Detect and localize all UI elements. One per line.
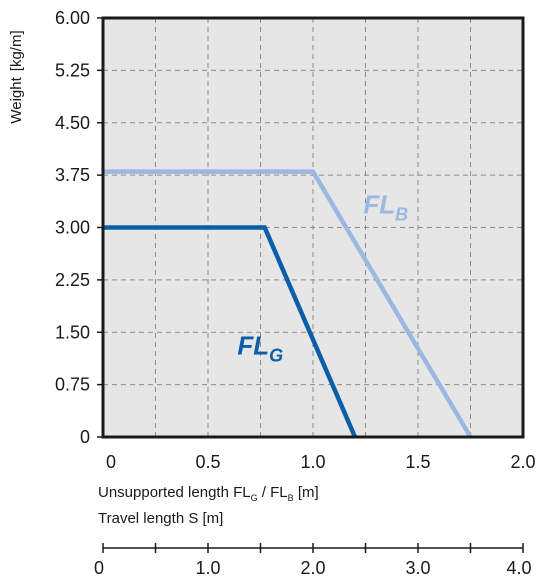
y-tick-label: 0 — [80, 427, 90, 447]
secondary-axis-label: 3.0 — [405, 558, 430, 578]
series-line-flb — [103, 169, 473, 439]
x-tick-label: 2.0 — [510, 452, 535, 472]
x-tick-label: 1.0 — [300, 452, 325, 472]
y-axis-label: Weight[kg/m] — [8, 30, 25, 123]
secondary-axis-label: 0 — [94, 558, 104, 578]
x-tick-label: 1.5 — [405, 452, 430, 472]
y-tick-label: 6.00 — [55, 8, 90, 28]
secondary-axis-label: 4.0 — [506, 558, 531, 578]
y-tick-label: 5.25 — [55, 60, 90, 80]
secondary-axis-label: 1.0 — [195, 558, 220, 578]
series-line-flg — [103, 225, 358, 438]
y-tick-label: 1.50 — [55, 322, 90, 342]
y-tick-label: 3.75 — [55, 165, 90, 185]
x-tick-label: 0 — [106, 452, 116, 472]
y-tick-label: 4.50 — [55, 113, 90, 133]
series-label-flg: FLG — [237, 331, 283, 366]
secondary-axis-label: 2.0 — [300, 558, 325, 578]
y-tick-label: 0.75 — [55, 375, 90, 395]
x-tick-label: 0.5 — [195, 452, 220, 472]
series-label-flb: FLB — [363, 190, 408, 225]
x-axis-label-unsupported-length: Unsupported length FLG / FLB [m] — [98, 484, 319, 503]
x-axis-label-travel-length: Travel length S [m] — [98, 510, 223, 527]
y-tick-label: 2.25 — [55, 270, 90, 290]
y-tick-label: 3.00 — [55, 218, 90, 238]
